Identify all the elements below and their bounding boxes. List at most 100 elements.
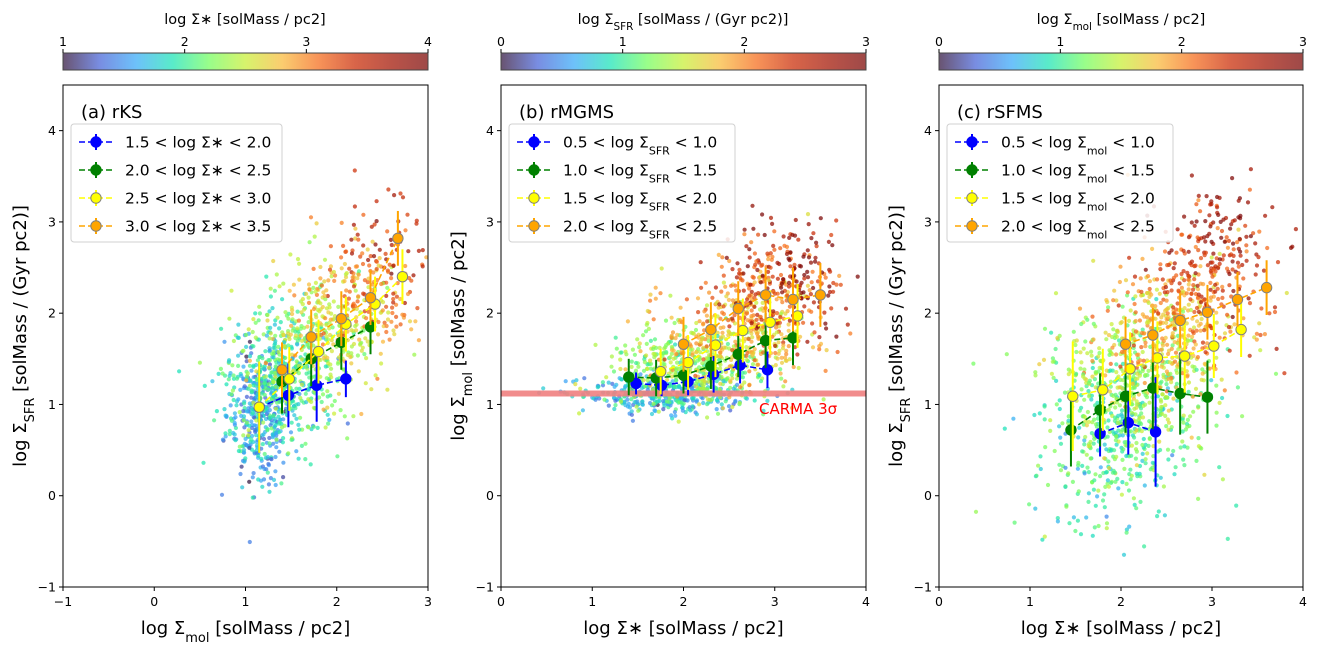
scatter-point [314, 221, 319, 226]
scatter-point [766, 257, 771, 262]
scatter-point [823, 321, 828, 326]
scatter-point [1198, 392, 1203, 397]
scatter-point [1080, 449, 1085, 454]
scatter-point [1214, 423, 1219, 428]
scatter-point [1158, 408, 1163, 414]
scatter-point [827, 284, 832, 289]
scatter-point [623, 343, 628, 348]
scatter-point [228, 371, 233, 376]
scatter-point [1139, 289, 1144, 294]
scatter-point [277, 357, 282, 362]
scatter-point [1143, 461, 1148, 466]
x-tick-label: 0 [935, 594, 943, 609]
scatter-point [1057, 398, 1062, 403]
scatter-point [1138, 499, 1143, 504]
scatter-point [325, 412, 330, 417]
scatter-point [1034, 473, 1039, 478]
scatter-point [405, 291, 411, 297]
scatter-point [1247, 353, 1252, 358]
scatter-point [829, 306, 834, 311]
scatter-point [1200, 346, 1205, 351]
scatter-point [1181, 269, 1186, 274]
scatter-point [251, 363, 256, 368]
scatter-point [327, 302, 332, 307]
scatter-point [1108, 368, 1113, 373]
scatter-point [658, 291, 663, 296]
scatter-point [374, 266, 379, 272]
scatter-point [762, 232, 767, 238]
scatter-point [778, 311, 784, 316]
legend-a: 1.5 < log Σ∗ < 2.02.0 < log Σ∗ < 2.52.5 … [70, 123, 283, 243]
scatter-point [281, 332, 286, 337]
scatter-point [325, 405, 330, 410]
scatter-point [322, 293, 327, 298]
scatter-point [1133, 294, 1138, 299]
scatter-point [696, 310, 701, 315]
scatter-point [389, 271, 394, 276]
scatter-point [287, 336, 292, 342]
scatter-point [333, 273, 338, 278]
scatter-point [409, 327, 414, 332]
scatter-point [1097, 346, 1102, 351]
scatter-point [376, 319, 381, 325]
series-line [281, 326, 371, 383]
scatter-point [328, 244, 333, 249]
scatter-point [788, 264, 793, 269]
scatter-point [754, 317, 759, 322]
scatter-point [246, 433, 251, 438]
scatter-point [214, 409, 219, 414]
scatter-point [1247, 301, 1253, 306]
scatter-point [1208, 298, 1213, 303]
scatter-point [352, 168, 357, 173]
scatter-point [341, 243, 346, 248]
scatter-point [296, 402, 301, 407]
scatter-point [1002, 426, 1007, 431]
scatter-point [823, 368, 828, 373]
scatter-point [1293, 227, 1298, 232]
plot-area-a [177, 168, 428, 545]
scatter-point [1128, 477, 1133, 482]
scatter-point [1259, 306, 1264, 311]
scatter-point [752, 295, 757, 300]
series-point [310, 379, 323, 391]
x-tick-label: 2 [680, 594, 688, 609]
scatter-point [629, 397, 634, 402]
scatter-point [232, 420, 237, 426]
y-axis-label-c: log ΣSFR [solMass / (Gyr pc2)] [886, 205, 914, 467]
scatter-point [1198, 328, 1203, 333]
scatter-point [1185, 374, 1190, 379]
scatter-point [784, 348, 789, 353]
colorbar-c-label: log Σmol [solMass / pc2] [1037, 12, 1206, 33]
scatter-point [268, 286, 273, 291]
scatter-point [662, 403, 667, 408]
scatter-point [730, 267, 735, 272]
scatter-point [1108, 379, 1113, 384]
scatter-point [1186, 274, 1191, 279]
scatter-point [1112, 288, 1117, 293]
scatter-point [245, 409, 250, 414]
scatter-point [1178, 445, 1183, 450]
scatter-point [1053, 291, 1059, 296]
scatter-point [260, 464, 265, 469]
scatter-point [329, 349, 334, 354]
scatter-point [1092, 478, 1097, 483]
scatter-point [697, 319, 702, 324]
scatter-point [1093, 385, 1098, 390]
scatter-point [1096, 488, 1101, 493]
y-axis-label-b: log Σmol [solMass / pc2] [448, 231, 476, 441]
series-line [660, 315, 798, 373]
scatter-point [651, 401, 656, 406]
scatter-point [632, 352, 637, 357]
scatter-point [1089, 349, 1094, 354]
scatter-point [374, 219, 379, 224]
scatter-point [411, 273, 416, 278]
scatter-point [700, 361, 705, 366]
scatter-point [1257, 229, 1262, 234]
scatter-point [315, 425, 320, 430]
scatter-point [1208, 280, 1213, 285]
scatter-point [580, 408, 585, 413]
scatter-point [1158, 381, 1163, 386]
scatter-point [809, 236, 814, 241]
scatter-point [761, 412, 766, 417]
scatter-point [266, 365, 272, 370]
